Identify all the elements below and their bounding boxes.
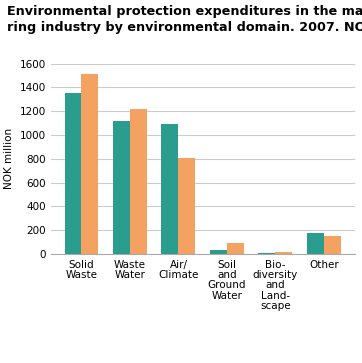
Bar bbox=[130, 109, 147, 254]
Bar bbox=[161, 124, 178, 254]
Bar bbox=[258, 253, 275, 254]
Bar bbox=[113, 121, 130, 254]
Bar bbox=[324, 236, 341, 254]
Bar bbox=[275, 252, 292, 254]
Text: Environmental protection expenditures in the manufactu-
ring industry by environ: Environmental protection expenditures in… bbox=[7, 5, 362, 34]
Bar bbox=[178, 158, 195, 254]
Bar bbox=[64, 93, 81, 254]
Bar bbox=[227, 243, 244, 254]
Y-axis label: NOK million: NOK million bbox=[4, 128, 14, 189]
Bar bbox=[81, 74, 98, 254]
Bar bbox=[307, 233, 324, 254]
Bar bbox=[210, 250, 227, 254]
